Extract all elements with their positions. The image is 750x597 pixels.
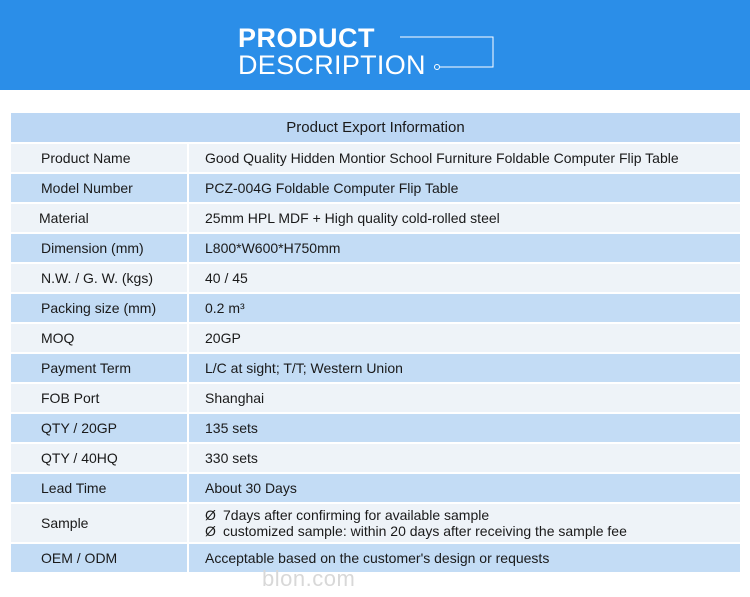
bullet-icon: Ø xyxy=(205,523,216,539)
row-value: 0.2 m³ xyxy=(205,300,245,316)
banner-subtitle: DESCRIPTION xyxy=(238,50,426,80)
table-row: Lead Time About 30 Days xyxy=(11,474,740,504)
row-value: Shanghai xyxy=(205,390,265,406)
row-label: Product Name xyxy=(11,144,189,172)
row-value: 25mm HPL MDF + High quality cold-rolled … xyxy=(205,210,500,226)
row-value: L/C at sight; T/T; Western Union xyxy=(205,360,403,376)
row-label: Payment Term xyxy=(11,354,189,382)
table-row: Model Number PCZ-004G Foldable Computer … xyxy=(11,174,740,204)
row-label: Material xyxy=(11,204,189,232)
row-label: FOB Port xyxy=(11,384,189,412)
banner-title: PRODUCT xyxy=(238,23,375,53)
table-row: QTY / 20GP 135 sets xyxy=(11,414,740,444)
sample-line: Ø 7days after confirming for available sa… xyxy=(205,507,490,523)
row-value: 330 sets xyxy=(205,450,258,466)
row-label: QTY / 20GP xyxy=(11,414,189,442)
row-value: Good Quality Hidden Montior School Furni… xyxy=(205,150,679,166)
row-label: Sample xyxy=(11,504,189,542)
row-label: Packing size (mm) xyxy=(11,294,189,322)
row-value: About 30 Days xyxy=(205,480,297,496)
row-label: MOQ xyxy=(11,324,189,352)
table-row-sample: Sample Ø 7days after confirming for avail… xyxy=(11,504,740,544)
bullet-icon: Ø xyxy=(205,507,216,523)
product-info-table: Product Export Information Product Name … xyxy=(11,113,740,574)
row-value: Acceptable based on the customer's desig… xyxy=(205,550,550,566)
table-row: MOQ 20GP xyxy=(11,324,740,354)
table-row: Material 25mm HPL MDF + High quality col… xyxy=(11,204,740,234)
table-row: Payment Term L/C at sight; T/T; Western … xyxy=(11,354,740,384)
table-row: Packing size (mm) 0.2 m³ xyxy=(11,294,740,324)
row-label: OEM / ODM xyxy=(11,544,189,572)
row-value: 20GP xyxy=(205,330,241,346)
row-value: L800*W600*H750mm xyxy=(205,240,341,256)
row-value: Ø 7days after confirming for available sa… xyxy=(189,504,740,542)
table-row: Product Name Good Quality Hidden Montior… xyxy=(11,144,740,174)
row-label: QTY / 40HQ xyxy=(11,444,189,472)
row-value: PCZ-004G Foldable Computer Flip Table xyxy=(205,180,459,196)
table-row: N.W. / G. W. (kgs) 40 / 45 xyxy=(11,264,740,294)
table-header: Product Export Information xyxy=(11,113,740,144)
row-label: Model Number xyxy=(11,174,189,202)
table-row: QTY / 40HQ 330 sets xyxy=(11,444,740,474)
table-row-oem: OEM / ODM Acceptable based on the custom… xyxy=(11,544,740,574)
row-label: Dimension (mm) xyxy=(11,234,189,262)
watermark: blon.com xyxy=(262,566,356,591)
banner-line-decoration xyxy=(400,36,494,70)
table-row: Dimension (mm) L800*W600*H750mm xyxy=(11,234,740,264)
row-value: 135 sets xyxy=(205,420,258,436)
table-row: FOB Port Shanghai xyxy=(11,384,740,414)
header-banner: PRODUCT DESCRIPTION xyxy=(0,0,750,90)
row-label: N.W. / G. W. (kgs) xyxy=(11,264,189,292)
row-label: Lead Time xyxy=(11,474,189,502)
row-value: 40 / 45 xyxy=(205,270,248,286)
